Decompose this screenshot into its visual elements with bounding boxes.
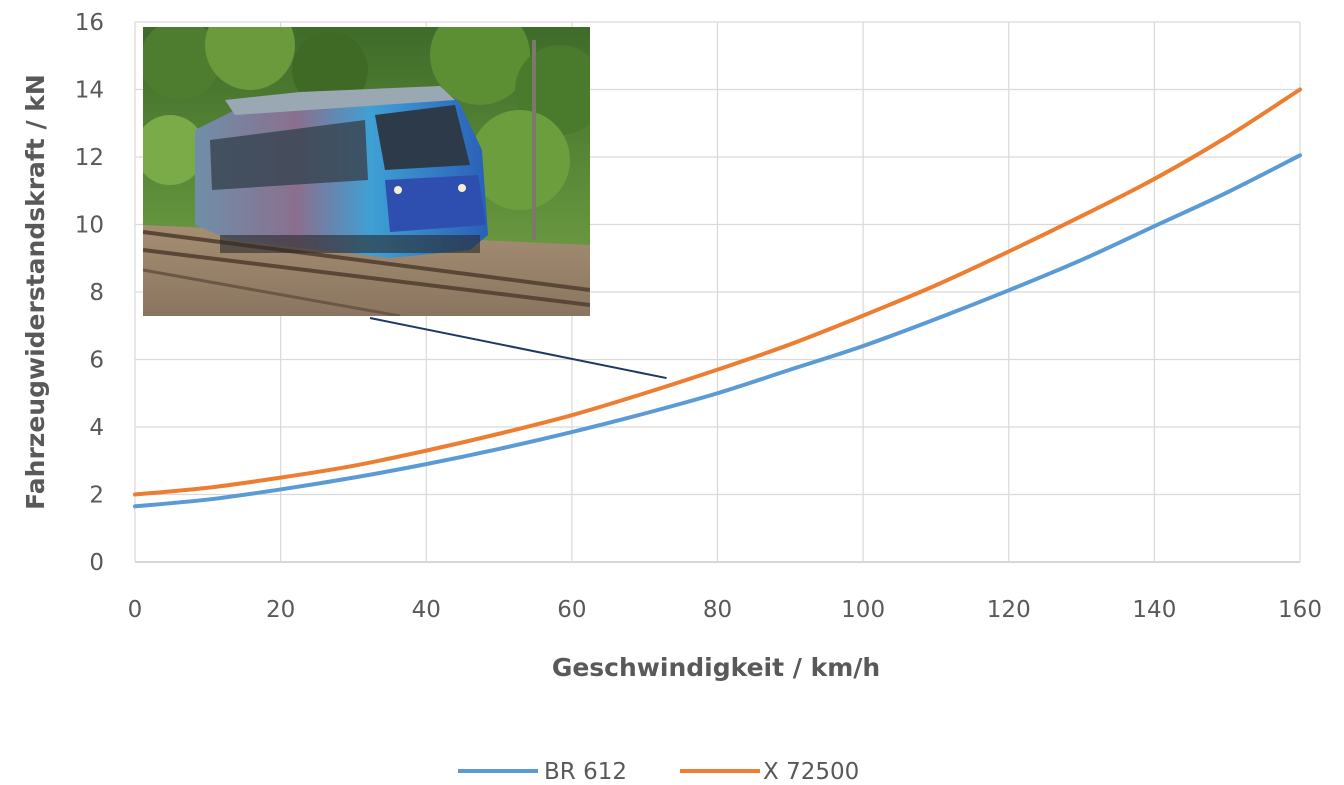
series-line-x-72500 [133,87,1302,497]
x-tick-label: 120 [987,597,1031,623]
series-lines [133,87,1302,509]
x-axis-title: Geschwindigkeit / km/h [552,653,880,682]
y-tick-label: 8 [89,280,104,306]
y-tick-label: 4 [89,415,104,441]
x-tick-label: 80 [703,597,732,623]
series-line-br-612 [133,153,1302,509]
y-tick-label: 2 [89,483,104,509]
y-tick-label: 0 [89,550,104,576]
y-tick-labels: 0 2 4 6 8 10 12 14 16 [75,10,104,576]
y-tick-label: 16 [75,10,104,36]
x-tick-label: 160 [1278,597,1322,623]
x-tick-label: 40 [412,597,441,623]
photo-callout-line [369,317,667,380]
y-tick-label: 10 [75,213,104,239]
x-tick-label: 20 [266,597,295,623]
x-tick-labels: 0 20 40 60 80 100 120 140 160 [128,597,1322,623]
y-tick-label: 6 [89,348,104,374]
legend-label-x-72500: X 72500 [763,759,859,785]
legend-label-br-612: BR 612 [544,759,627,785]
y-tick-label: 14 [75,78,104,104]
legend: BR 612 X 72500 [458,759,859,785]
x-tick-label: 0 [128,597,143,623]
x-tick-label: 60 [557,597,586,623]
train-photo [143,27,590,316]
y-axis-title: Fahrzeugwiderstandskraft / kN [21,74,50,510]
y-tick-label: 12 [75,145,104,171]
x-tick-label: 100 [841,597,885,623]
x-tick-label: 140 [1132,597,1176,623]
